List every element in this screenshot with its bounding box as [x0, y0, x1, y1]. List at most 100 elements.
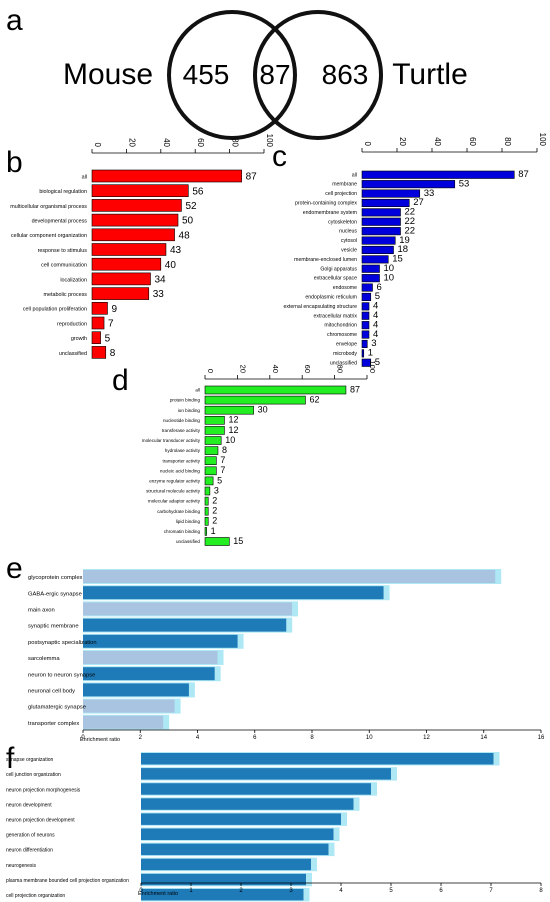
category-label: neuronal cell body: [28, 689, 75, 695]
axis-tick-label: 80: [231, 138, 240, 147]
bar: [361, 217, 401, 226]
category-label: unclassified: [59, 351, 87, 357]
axis-tick-label: 60: [303, 365, 312, 373]
venn-diagram: Mouse Turtle 455 87 863: [63, 10, 468, 140]
category-label: all: [82, 174, 87, 180]
bar: [361, 358, 372, 367]
value-label: 2: [212, 506, 217, 516]
category-label: protein binding: [170, 398, 201, 403]
value-label: 4: [373, 329, 378, 340]
bar: [204, 516, 209, 526]
bar: [91, 199, 182, 212]
bar: [83, 570, 496, 583]
category-label: molecular transducer activity: [142, 438, 201, 443]
bar: [83, 602, 292, 616]
bar: [91, 169, 242, 183]
bar: [361, 227, 401, 236]
value-label: 4: [373, 319, 378, 330]
bar: [91, 184, 189, 197]
value-label: 15: [233, 536, 243, 546]
category-label: cell communication: [41, 263, 87, 269]
bar: [141, 753, 494, 765]
category-label: synaptic membrane: [28, 624, 79, 630]
bar: [83, 586, 384, 600]
axis-tick-label: 3: [289, 888, 293, 894]
bar: [91, 316, 105, 330]
category-label: developmental process: [32, 219, 88, 225]
bar: [361, 302, 370, 311]
bar: [361, 311, 370, 320]
category-label: membrane: [332, 182, 357, 188]
category-label: Golgi apparatus: [320, 266, 357, 272]
category-label: growth: [71, 336, 87, 342]
value-label: 2: [212, 496, 217, 506]
axis-tick-label: 100: [368, 360, 377, 373]
category-label: cell junction organization: [6, 772, 61, 778]
bar: [361, 349, 365, 358]
category-label: ion binding: [178, 408, 201, 413]
category-label: protein-containing complex: [295, 200, 357, 206]
panel-label-e: e: [6, 552, 23, 585]
mouse-circle: [167, 10, 297, 140]
axis-tick-label: 20: [238, 365, 247, 373]
bar: [83, 634, 238, 648]
value-label: 12: [228, 425, 238, 435]
bar: [204, 486, 211, 496]
panel-label-b: b: [6, 146, 23, 179]
value-label: 18: [398, 244, 409, 255]
category-label: generation of neurons: [6, 833, 55, 839]
bar: [83, 683, 189, 697]
axis-tick-label: 0: [206, 369, 215, 373]
axis-tick-label: 20: [398, 137, 407, 146]
category-label: cytoskeleton: [328, 219, 357, 225]
bar: [141, 813, 341, 825]
venn-right-only-count: 863: [322, 59, 369, 90]
axis-tick-label: 100: [265, 134, 274, 148]
axis-tick-label: 4: [339, 888, 343, 894]
value-label: 8: [222, 445, 227, 455]
category-label: lipid binding: [176, 519, 201, 524]
venn-left-label: Mouse: [63, 58, 153, 91]
bar: [83, 667, 215, 681]
category-label: endomembrane system: [303, 210, 357, 216]
axis-tick-label: 100: [538, 133, 547, 147]
category-label: unclassified: [330, 360, 357, 366]
category-label: external encapsulating structure: [283, 304, 357, 310]
value-label: 12: [228, 415, 238, 425]
category-label: envelope: [336, 341, 357, 347]
bar: [204, 496, 209, 506]
bar: [361, 330, 370, 339]
axis-tick-label: 7: [489, 888, 493, 894]
bar: [204, 527, 207, 536]
category-label: neuron to neuron synapse: [28, 672, 95, 678]
axis-tick-label: 2: [139, 735, 143, 741]
bar: [83, 651, 218, 664]
x-axis-label: Enrichment ratio: [80, 737, 120, 743]
bar: [361, 245, 394, 254]
axis-tick-label: 60: [468, 137, 477, 146]
bar: [141, 873, 306, 886]
bar: [361, 321, 370, 330]
value-label: 87: [518, 169, 529, 180]
category-label: chromosome: [327, 332, 357, 338]
category-label: glutamatergic synapse: [28, 705, 86, 711]
axis-tick-label: 60: [196, 138, 205, 147]
value-label: 15: [392, 254, 403, 265]
value-label: 5: [217, 475, 222, 485]
axis-tick-label: 6: [439, 888, 443, 894]
category-label: chromatin binding: [164, 529, 201, 534]
category-label: nucleic acid binding: [160, 468, 201, 473]
value-label: 3: [371, 338, 376, 349]
bar: [204, 395, 306, 405]
bar: [361, 255, 389, 264]
venn-left-only-count: 455: [183, 59, 230, 90]
bar: [91, 331, 101, 345]
value-label: 2: [212, 516, 217, 526]
bar: [204, 385, 347, 395]
category-label: cell projection organization: [6, 893, 65, 899]
value-label: 62: [309, 395, 319, 405]
value-label: 22: [405, 207, 416, 218]
category-label: neuron projection development: [6, 817, 75, 823]
category-label: transferase activity: [162, 428, 201, 433]
category-label: hydrolase activity: [165, 448, 201, 453]
